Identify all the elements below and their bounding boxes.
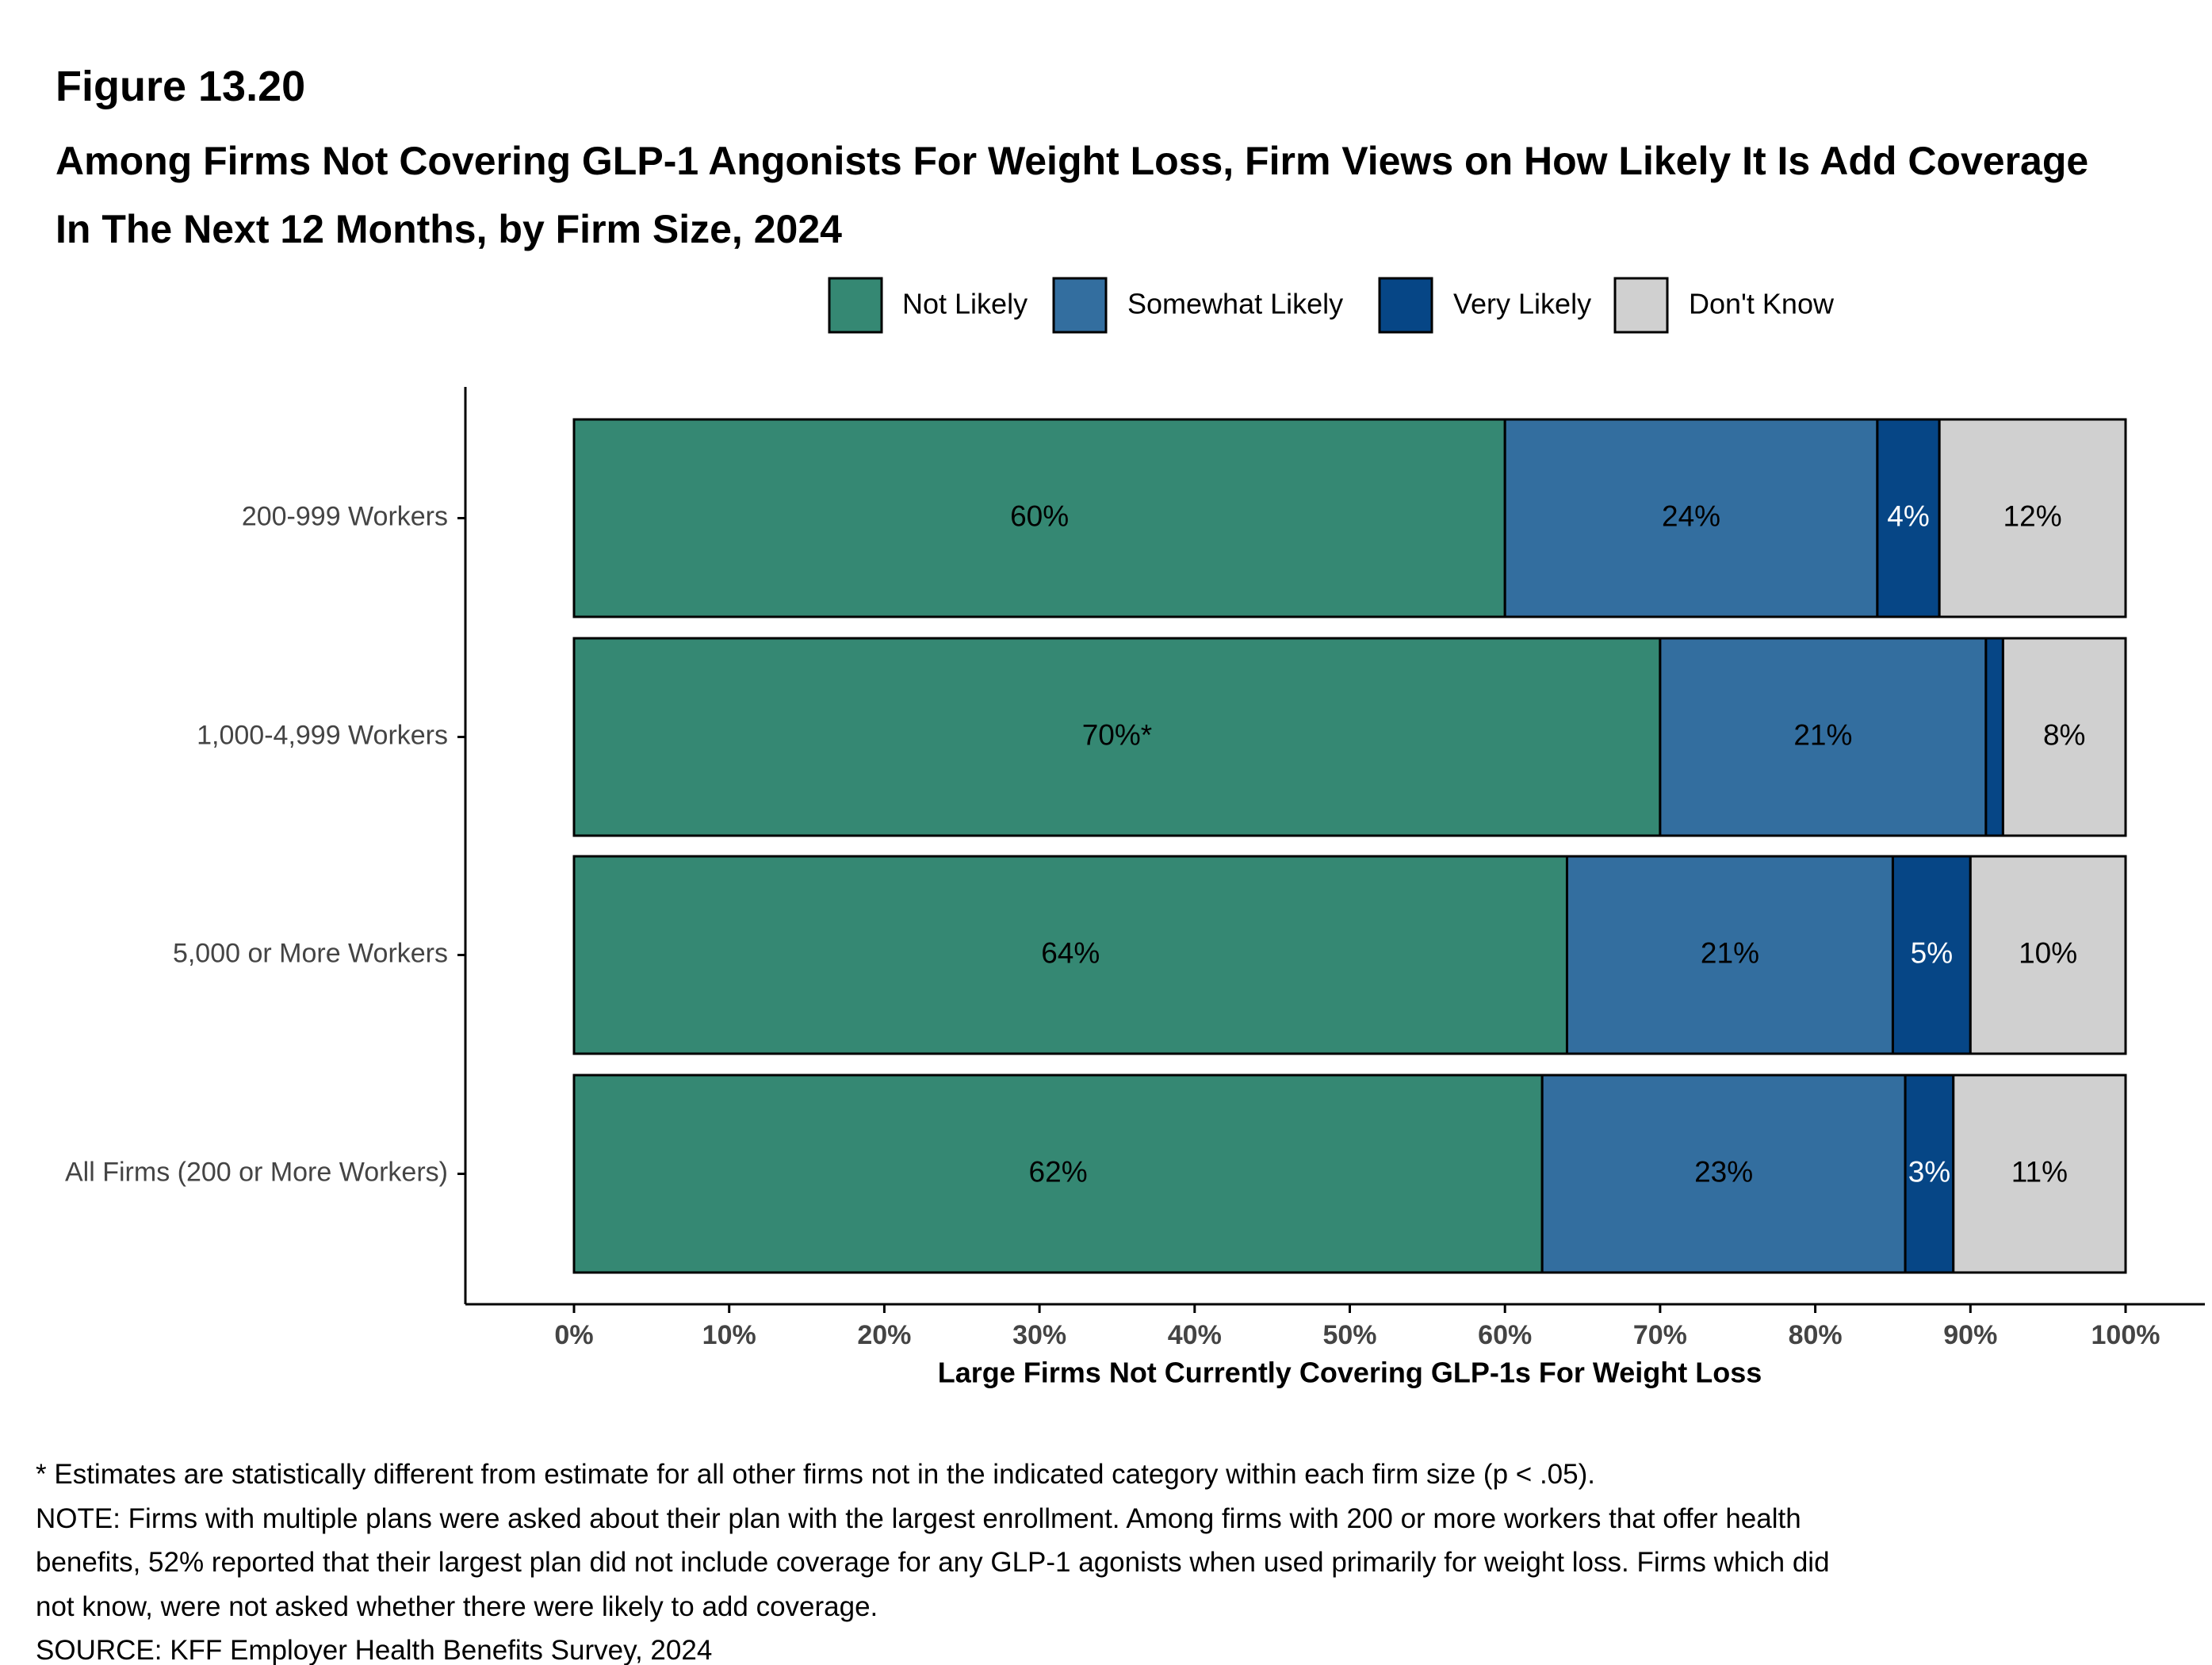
y-tick-label: 200-999 Workers — [242, 501, 448, 531]
bar-segment — [1904, 1074, 1955, 1274]
data-label: 11% — [2011, 1155, 2068, 1188]
legend-label: Don't Know — [1689, 288, 1835, 320]
bar-segment — [1969, 855, 2127, 1055]
data-label: 8% — [2043, 718, 2085, 751]
y-tick-label: 5,000 or More Workers — [173, 938, 448, 968]
note-line: benefits, 52% reported that their larges… — [36, 1547, 1830, 1578]
chart-title: Among Firms Not Covering GLP-1 Angonists… — [55, 139, 2089, 251]
x-tick-label: 30% — [1012, 1320, 1066, 1350]
data-label: 4% — [1887, 500, 1929, 532]
note-line: SOURCE: KFF Employer Health Benefits Sur… — [36, 1635, 713, 1665]
data-label: 12% — [2003, 500, 2062, 532]
bar-segment — [572, 855, 1568, 1055]
data-label: 23% — [1694, 1155, 1753, 1188]
data-label: 62% — [1029, 1155, 1088, 1188]
x-tick-label: 40% — [1168, 1320, 1222, 1350]
data-label: 21% — [1701, 936, 1759, 969]
legend-swatch — [828, 277, 883, 334]
legend-swatch — [1052, 277, 1108, 334]
data-label: 21% — [1793, 718, 1852, 751]
x-tick-label: 70% — [1633, 1320, 1687, 1350]
bar-segment — [1984, 637, 2004, 837]
x-tick-label: 100% — [2091, 1320, 2160, 1350]
legend-label: Somewhat Likely — [1127, 288, 1343, 320]
bar-segment — [2001, 637, 2127, 837]
data-label: 3% — [1908, 1155, 1950, 1188]
x-tick-label: 80% — [1789, 1320, 1843, 1350]
note-line: NOTE: Firms with multiple plans were ask… — [36, 1502, 1801, 1534]
legend-label: Not Likely — [902, 288, 1028, 320]
x-tick-label: 0% — [554, 1320, 593, 1350]
x-tick-label: 10% — [702, 1320, 756, 1350]
x-tick-label: 20% — [857, 1320, 911, 1350]
y-tick-label: 1,000-4,999 Workers — [197, 720, 448, 750]
x-tick-label: 90% — [1943, 1320, 1997, 1350]
bar-segment — [1540, 1074, 1907, 1274]
bar-segment — [1952, 1074, 2127, 1274]
legend-label: Very Likely — [1453, 288, 1591, 320]
data-label: 60% — [1010, 500, 1069, 532]
data-label: 24% — [1662, 500, 1720, 532]
bar-segment — [1876, 418, 1941, 618]
note-line: * Estimates are statistically different … — [36, 1459, 1595, 1490]
data-label: 64% — [1041, 936, 1100, 969]
bar-segment — [1891, 855, 1972, 1055]
legend-swatch — [1378, 277, 1433, 334]
bar-segment — [572, 1074, 1544, 1274]
bar-segment — [1938, 418, 2127, 618]
data-label: 10% — [2019, 936, 2077, 969]
y-tick-label: All Firms (200 or More Workers) — [65, 1157, 448, 1187]
legend-swatch — [1613, 277, 1669, 334]
bar-segment — [1503, 418, 1879, 618]
x-tick-label: 60% — [1478, 1320, 1532, 1350]
data-label: 70%* — [1082, 718, 1152, 751]
bar-segment — [1659, 637, 1988, 837]
bar-segment — [1565, 855, 1894, 1055]
data-label: 5% — [1911, 936, 1953, 969]
note-line: not know, were not asked whether there w… — [36, 1590, 878, 1622]
notes: * Estimates are statistically different … — [36, 1453, 2192, 1665]
bar-segment — [572, 418, 1506, 618]
x-axis-label: Large Firms Not Currently Covering GLP-1… — [938, 1357, 1762, 1389]
x-tick-label: 50% — [1322, 1320, 1376, 1350]
figure-label: Figure 13.20 — [55, 63, 306, 110]
